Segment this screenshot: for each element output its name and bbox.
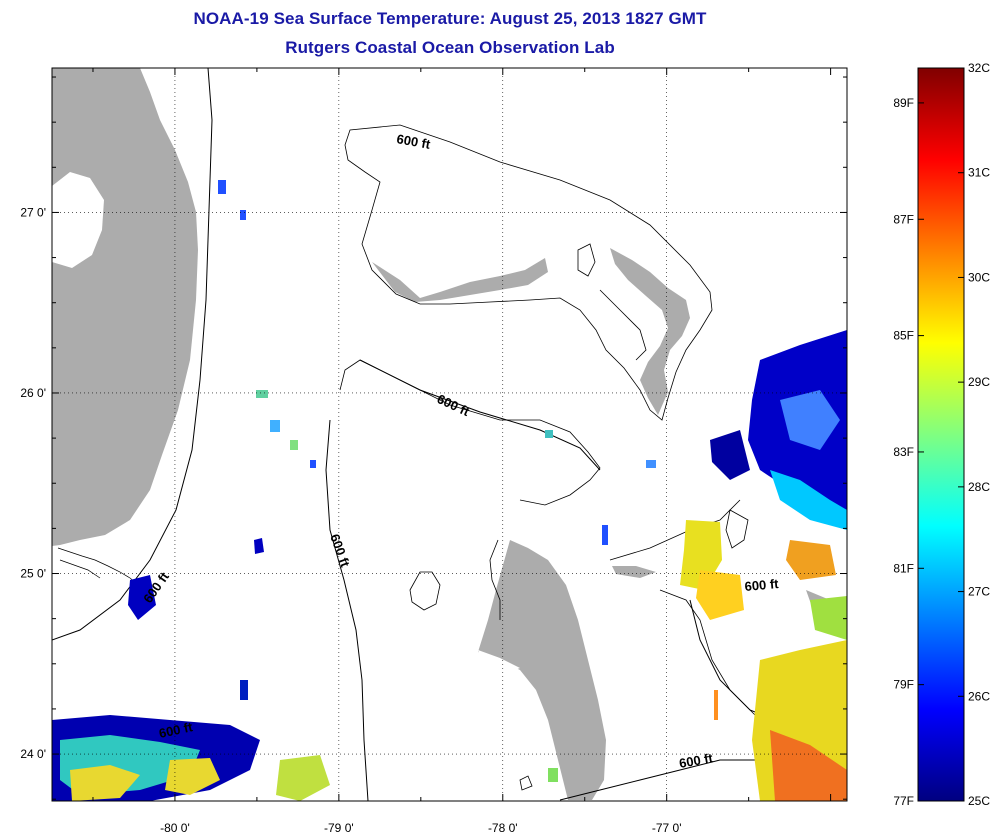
celsius-label: 25C	[968, 794, 990, 808]
contour-label: 600 ft	[327, 532, 353, 570]
lon-tick-label: -79 0'	[324, 821, 354, 835]
colorbar	[917, 67, 965, 802]
axis-labels: -80 0' -79 0' -78 0' -77 0' 27 0' 26 0' 25 0' 2…	[20, 205, 681, 835]
cay-land	[612, 566, 656, 578]
sst-east-patch	[680, 330, 847, 801]
lat-tick-label: 26 0'	[20, 386, 46, 400]
andros-land	[478, 540, 606, 800]
lon-tick-label: -80 0'	[160, 821, 190, 835]
axis-ticks	[52, 68, 847, 801]
figure-title: NOAA-19 Sea Surface Temperature: August …	[193, 9, 707, 28]
lat-tick-label: 27 0'	[20, 205, 46, 219]
andros-channel	[478, 650, 520, 674]
celsius-label: 29C	[968, 375, 990, 389]
lake-okeechobee	[52, 172, 104, 268]
fahrenheit-label: 81F	[893, 561, 914, 575]
contour-label: 600 ft	[744, 576, 780, 594]
depth-contours	[52, 68, 847, 801]
map-frame	[51, 67, 848, 802]
colorbar-labels: 32C 31C 30C 29C 28C 27C 26C 25C 89F 87F 85F 83F 81F 7…	[893, 61, 990, 808]
lon-tick-label: -78 0'	[488, 821, 518, 835]
map-content: 600 ft 600 ft 600 ft 600 ft 600 ft 600 f…	[52, 68, 847, 801]
fahrenheit-label: 83F	[893, 445, 914, 459]
sst-south-patch	[52, 538, 330, 801]
map-grid	[52, 68, 847, 801]
celsius-label: 27C	[968, 585, 990, 599]
celsius-label: 30C	[968, 270, 990, 284]
celsius-label: 28C	[968, 480, 990, 494]
fahrenheit-label: 77F	[893, 794, 914, 808]
florida-land	[52, 68, 198, 546]
lat-tick-label: 24 0'	[20, 747, 46, 761]
lon-tick-label: -77 0'	[652, 821, 682, 835]
lat-tick-label: 25 0'	[20, 567, 46, 581]
contour-label: 600 ft	[435, 391, 473, 419]
contour-label: 600 ft	[158, 719, 195, 741]
florida-keys	[57, 547, 141, 587]
colorbar-ticks	[918, 67, 964, 802]
celsius-label: 31C	[968, 166, 990, 180]
abaco-land	[610, 248, 690, 415]
sst-scatter	[218, 180, 718, 782]
fahrenheit-label: 89F	[893, 96, 914, 110]
grand-bahama-land	[372, 258, 548, 302]
celsius-label: 32C	[968, 61, 990, 75]
fahrenheit-label: 87F	[893, 212, 914, 226]
fahrenheit-label: 85F	[893, 329, 914, 343]
celsius-label: 26C	[968, 689, 990, 703]
contour-label: 600 ft	[395, 131, 432, 152]
fahrenheit-label: 79F	[893, 678, 914, 692]
contour-labels: 600 ft 600 ft 600 ft 600 ft 600 ft 600 f…	[140, 131, 780, 771]
figure-subtitle: Rutgers Coastal Ocean Observation Lab	[285, 38, 615, 57]
contour-label: 600 ft	[678, 750, 715, 771]
